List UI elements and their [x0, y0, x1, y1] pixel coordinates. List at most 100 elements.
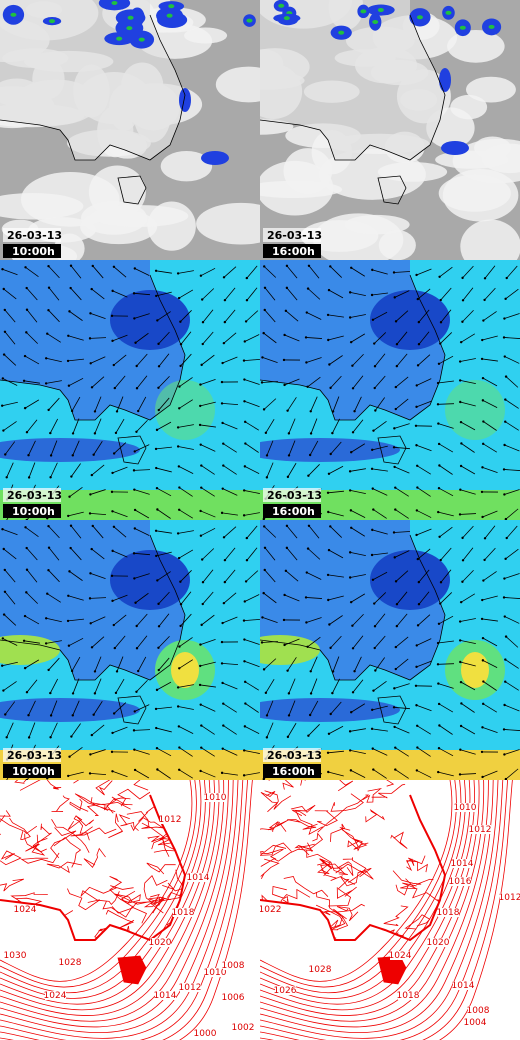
- wind-arrow: [350, 510, 366, 518]
- arrow-head: [200, 464, 203, 467]
- wind-arrow: [460, 489, 476, 495]
- arrow-head: [68, 570, 71, 573]
- wind-arrow: [136, 635, 148, 649]
- isobar: [0, 780, 206, 999]
- wind-arrow: [417, 747, 431, 757]
- panel-time: 16:00h: [272, 765, 315, 778]
- wind-arrow: [68, 771, 84, 777]
- arrow-head: [178, 407, 181, 410]
- arrow-head: [111, 731, 114, 735]
- calm: [260, 698, 400, 722]
- wind-arrow: [178, 509, 194, 519]
- arrow-head: [504, 398, 507, 401]
- wind-arrow: [157, 311, 171, 321]
- contour: [67, 888, 101, 911]
- wind-arrow: [372, 728, 388, 732]
- wind-arrow: [3, 548, 17, 560]
- arrow-head: [329, 712, 332, 716]
- arrow-head: [133, 317, 136, 320]
- arrow-head: [92, 453, 95, 456]
- contour: [162, 869, 185, 892]
- panel-date: 26-03-13: [7, 229, 62, 242]
- arrow-head: [437, 682, 440, 685]
- wind-arrow: [504, 489, 520, 495]
- isobar-label: 1012: [179, 983, 202, 993]
- arrow-head: [304, 596, 308, 599]
- isobar-label: 1028: [309, 965, 332, 975]
- wind-arrow: [439, 592, 453, 604]
- wind-arrow: [460, 465, 476, 475]
- arrow-head: [242, 489, 246, 492]
- wind-arrow: [416, 660, 432, 668]
- arrow-head: [133, 450, 136, 453]
- isobar-label: 1014: [451, 859, 474, 869]
- arrow-head: [262, 331, 265, 335]
- wind-arrow: [440, 569, 452, 583]
- wind-arrow: [156, 421, 172, 431]
- arrow-head: [459, 464, 463, 468]
- isobar: [260, 780, 480, 1016]
- label-bg: [450, 877, 471, 886]
- wind-arrow: [180, 353, 192, 367]
- wind-arrow: [350, 750, 366, 754]
- arrow-head: [132, 292, 136, 295]
- arrow-head: [504, 420, 507, 423]
- wind-arrow: [395, 376, 409, 388]
- arrow-head: [47, 408, 50, 412]
- isobar-label: 1022: [259, 905, 282, 915]
- wind-arrow: [308, 265, 320, 279]
- arrow-head: [157, 365, 161, 368]
- wind-arrow: [244, 512, 260, 516]
- isobar-label: 1020: [427, 938, 450, 948]
- contour: [385, 780, 415, 787]
- arrow-head: [262, 777, 265, 780]
- label-bg: [5, 951, 26, 960]
- arrow-head: [221, 681, 224, 685]
- wind-arrow: [265, 418, 275, 434]
- arrow-head: [286, 409, 289, 412]
- arrow-head: [112, 525, 116, 529]
- contour: [340, 867, 372, 887]
- arrow-head: [112, 623, 115, 627]
- wind-arrow: [393, 446, 411, 450]
- arrow-head: [220, 662, 224, 665]
- arrow-head: [394, 645, 398, 649]
- label-bg: [428, 938, 449, 947]
- arrow-head: [176, 445, 180, 448]
- wind-arrow: [288, 678, 296, 694]
- wind-arrow: [284, 594, 300, 602]
- wind-arrow: [438, 443, 454, 453]
- contour: [264, 790, 292, 810]
- arrow-head: [503, 577, 506, 580]
- label-bg: [173, 908, 194, 917]
- arrow-head: [221, 421, 224, 425]
- arrow-head: [327, 510, 330, 514]
- arrow-head: [264, 691, 268, 695]
- arrow-head: [242, 749, 246, 752]
- arrow-head: [415, 405, 418, 409]
- wind-arrow: [25, 266, 39, 278]
- wind-arrow: [178, 684, 194, 688]
- arrow-head: [245, 299, 249, 302]
- arrow-head: [348, 576, 352, 579]
- isobar: [0, 780, 248, 1040]
- wind-arrow: [70, 547, 82, 561]
- wind-arrow: [200, 510, 216, 518]
- wind-arrow: [112, 466, 128, 474]
- arrow-head: [415, 384, 418, 387]
- wind-arrow: [134, 528, 150, 536]
- calm: [0, 438, 140, 462]
- wind-arrow: [264, 569, 276, 583]
- arrow-head: [176, 686, 180, 689]
- wind-arrow: [309, 700, 319, 716]
- wind-arrow: [503, 469, 520, 471]
- wind-arrow: [137, 656, 147, 672]
- label-bg: [205, 793, 226, 802]
- wind-arrow: [372, 468, 388, 472]
- land: [260, 0, 445, 160]
- rain: [49, 19, 56, 24]
- gust: [171, 652, 199, 688]
- arrow-head: [374, 409, 377, 412]
- wind-arrow: [133, 729, 151, 731]
- wind-arrow: [178, 726, 194, 734]
